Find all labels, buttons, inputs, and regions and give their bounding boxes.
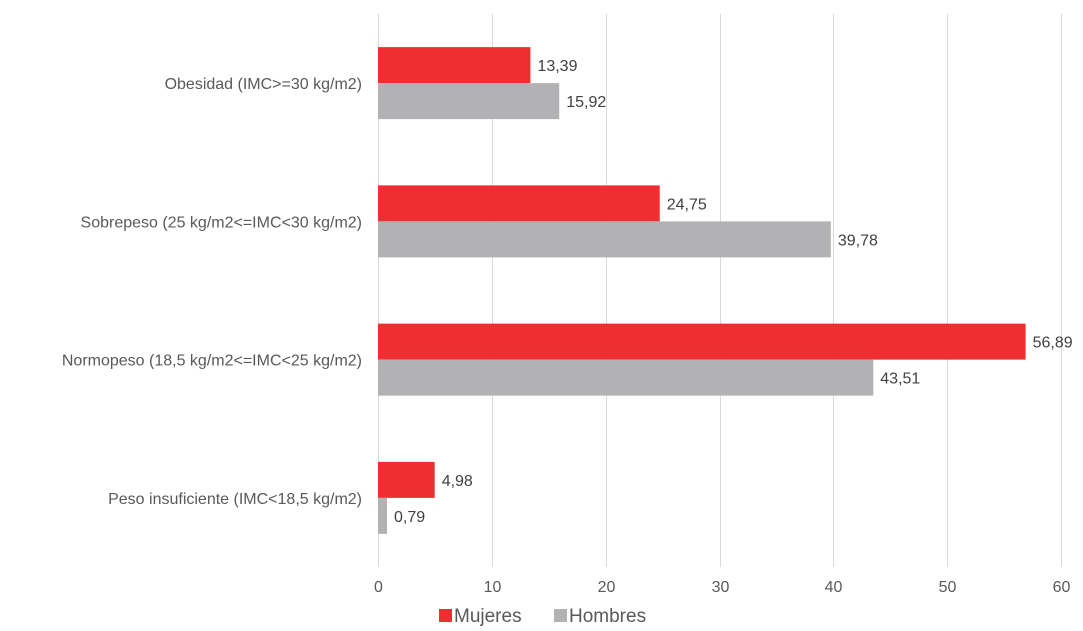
bar-mujeres	[378, 461, 435, 498]
category-label: Obesidad (IMC>=30 kg/m2)	[165, 76, 362, 93]
data-label: 4,98	[442, 473, 473, 490]
bar-mujeres	[378, 185, 660, 222]
data-label: 43,51	[880, 371, 920, 388]
bar-mujeres	[378, 323, 1026, 360]
x-tick-label: 20	[598, 579, 616, 596]
x-tick-label: 60	[1053, 579, 1071, 596]
axes: 0 10 20 30 40 50 60 Peso insuficiente (IMC<18,5…	[62, 76, 1071, 596]
bar-hombres	[378, 221, 831, 258]
bars	[378, 47, 1026, 534]
bar-mujeres	[378, 47, 531, 84]
data-label: 0,79	[394, 509, 425, 526]
category-label: Normopeso (18,5 kg/m2<=IMC<25 kg/m2)	[62, 353, 362, 370]
category-label: Peso insuficiente (IMC<18,5 kg/m2)	[108, 491, 362, 508]
x-tick-label: 50	[939, 579, 957, 596]
legend-label-mujeres: Mujeres	[454, 606, 522, 627]
legend: Mujeres Hombres	[439, 606, 646, 627]
bar-hombres	[378, 497, 387, 534]
data-label: 56,89	[1033, 335, 1073, 352]
category-label: Sobrepeso (25 kg/m2<=IMC<30 kg/m2)	[81, 214, 362, 231]
x-tick-label: 0	[374, 579, 383, 596]
data-label: 24,75	[667, 196, 707, 213]
data-labels: 4,98 0,79 56,89 43,51 24,75 39,78 13,39 15,92	[394, 58, 1073, 526]
legend-swatch-mujeres	[439, 609, 452, 622]
data-label: 13,39	[537, 58, 577, 75]
x-tick-label: 10	[484, 579, 502, 596]
x-tick-label: 40	[825, 579, 843, 596]
legend-label-hombres: Hombres	[569, 606, 646, 627]
x-tick-label: 30	[712, 579, 730, 596]
data-label: 15,92	[566, 94, 606, 111]
bar-hombres	[378, 359, 874, 396]
data-label: 39,78	[838, 232, 878, 249]
legend-swatch-hombres	[554, 609, 567, 622]
bar-hombres	[378, 83, 560, 120]
